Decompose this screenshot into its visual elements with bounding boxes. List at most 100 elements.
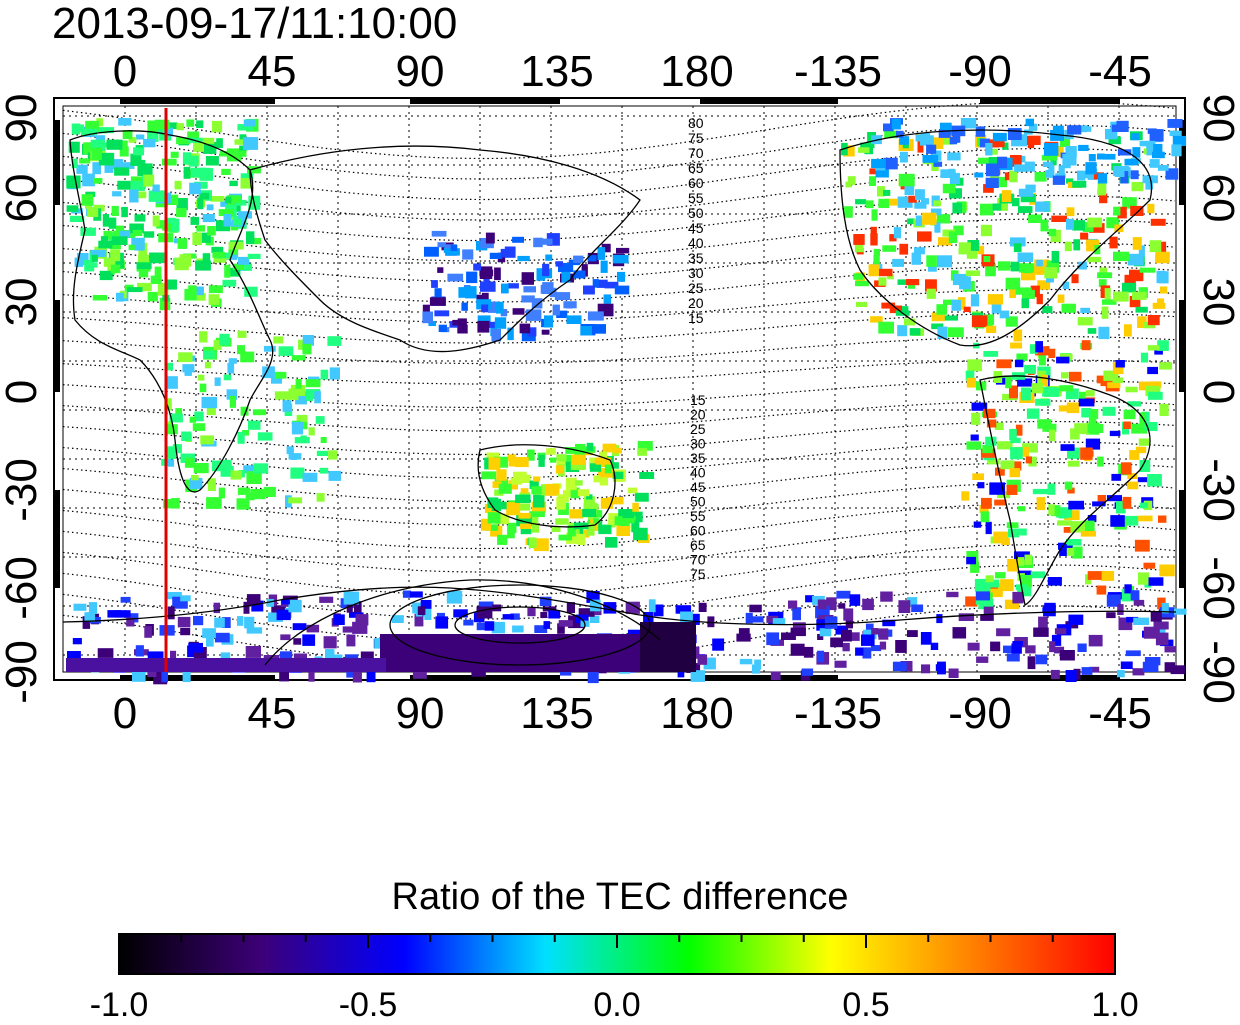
- tec-data-cell: [937, 237, 952, 246]
- tec-data-cell: [1057, 294, 1065, 303]
- tec-data-cell: [477, 320, 490, 333]
- tec-data-cell: [133, 147, 144, 156]
- tec-data-cell: [495, 301, 504, 314]
- tec-data-cell: [288, 497, 303, 504]
- tec-data-cell: [857, 147, 870, 153]
- tec-data-cell: [1085, 162, 1097, 175]
- tec-data-cell: [97, 648, 114, 658]
- tec-data-cell: [605, 537, 618, 548]
- tec-data-cell: [242, 430, 249, 436]
- tec-data-cell: [1126, 616, 1139, 623]
- tec-data-cell: [84, 259, 95, 272]
- tec-data-cell: [1001, 190, 1012, 202]
- magnetic-contour: [62, 523, 1176, 573]
- tec-data-cell: [1070, 428, 1080, 440]
- tec-data-cell: [870, 645, 882, 652]
- tec-data-cell: [166, 279, 177, 290]
- tec-data-cell: [531, 298, 543, 309]
- tec-data-cell: [1020, 574, 1032, 588]
- tec-data-cell: [374, 638, 382, 649]
- tec-data-cell: [461, 302, 468, 311]
- tec-data-cell: [1159, 286, 1168, 294]
- tec-data-cell: [1137, 477, 1151, 483]
- tec-data-cell: [132, 670, 146, 682]
- tec-data-cell: [541, 329, 550, 335]
- colorbar-tick-label: -1.0: [89, 986, 149, 1024]
- tec-data-cell: [366, 671, 376, 683]
- tec-data-cell: [843, 145, 855, 157]
- tec-data-cell: [1005, 378, 1012, 389]
- tec-data-cell: [1062, 153, 1077, 166]
- tec-data-cell: [971, 315, 988, 328]
- tec-data-cell: [981, 497, 992, 509]
- tec-data-cell: [1009, 428, 1017, 441]
- tec-data-cell: [1048, 166, 1055, 178]
- tec-data-cell: [986, 419, 997, 428]
- colorbar-tick-label: 0.0: [593, 986, 641, 1024]
- tec-data-cell: [1059, 650, 1075, 661]
- tec-data-cell: [1024, 554, 1032, 565]
- tec-data-cell: [1013, 329, 1023, 342]
- tec-data-cell: [534, 538, 549, 552]
- tec-data-cell: [527, 607, 536, 617]
- tec-data-cell: [308, 427, 315, 436]
- tec-data-cell: [1117, 206, 1127, 219]
- tec-data-cell: [883, 123, 894, 132]
- tec-data-cell: [510, 613, 520, 620]
- tec-data-cell: [528, 537, 537, 548]
- tec-data-cell: [967, 240, 980, 251]
- tec-data-cell: [500, 309, 508, 317]
- tec-data-cell: [99, 127, 107, 134]
- tec-data-cell: [871, 209, 878, 221]
- tec-data-cell: [189, 477, 203, 490]
- tec-data-cell: [93, 204, 105, 212]
- tec-data-cell: [1038, 353, 1046, 366]
- tec-data-cell: [1113, 206, 1121, 216]
- tec-data-cell: [298, 339, 306, 350]
- tec-data-cell: [129, 189, 139, 203]
- tec-data-cell: [900, 151, 908, 163]
- tec-data-cell: [1117, 149, 1132, 156]
- tec-data-cell: [587, 255, 597, 262]
- tec-data-cell: [1116, 501, 1126, 514]
- tec-data-cell: [863, 629, 877, 640]
- tec-data-cell: [478, 601, 494, 607]
- tec-data-cell: [515, 494, 531, 503]
- tec-data-cell: [998, 261, 1011, 271]
- tec-data-cell: [834, 660, 847, 668]
- tec-data-cell: [147, 291, 158, 302]
- tec-data-cell: [1107, 382, 1121, 389]
- tec-data-cell: [194, 411, 204, 422]
- tec-data-cell: [437, 267, 444, 273]
- tec-data-cell: [1020, 194, 1036, 203]
- tec-data-cell: [1139, 460, 1151, 472]
- tec-data-cell: [202, 214, 215, 223]
- tec-data-cell: [508, 480, 518, 490]
- tec-data-cell: [1065, 146, 1077, 158]
- tec-data-cell: [980, 511, 990, 523]
- tec-data-cell: [193, 615, 204, 626]
- tec-data-cell: [559, 454, 575, 462]
- tec-data-cell: [491, 621, 505, 634]
- tec-data-cell: [462, 249, 474, 260]
- tec-data-cell: [154, 119, 169, 130]
- tec-data-cell: [1124, 584, 1132, 594]
- tec-data-cell: [192, 423, 206, 431]
- tec-data-cell: [1129, 296, 1141, 308]
- tec-data-cell: [196, 286, 204, 296]
- tec-data-cell: [582, 529, 590, 538]
- tec-data-cell: [1098, 279, 1107, 287]
- tec-data-cell: [878, 277, 887, 286]
- tec-data-cell: [1127, 401, 1142, 407]
- tec-data-cell: [566, 315, 582, 324]
- tec-data-cell: [855, 647, 864, 656]
- tec-data-cell: [900, 306, 909, 312]
- tec-data-cell: [103, 257, 115, 267]
- tec-data-cell: [295, 379, 302, 389]
- tec-data-cell: [81, 194, 94, 206]
- tec-data-cell: [476, 606, 493, 619]
- tec-data-cell: [206, 497, 222, 509]
- tec-data-cell: [1077, 643, 1087, 652]
- tec-data-cell: [187, 131, 199, 143]
- tec-data-cell: [306, 624, 320, 633]
